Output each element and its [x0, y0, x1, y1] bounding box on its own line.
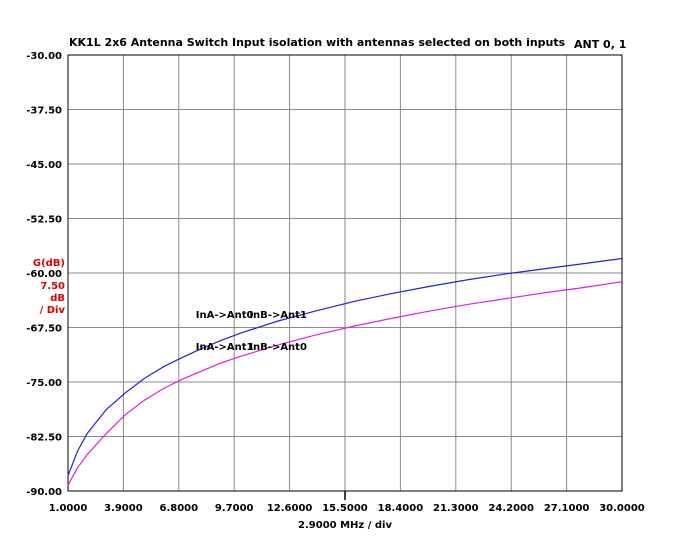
- chart-header-left: KK1L 2x6 Antenna Switch: [69, 36, 229, 49]
- y-scale-label: dB: [50, 293, 65, 304]
- x-tick-label: 21.3000: [433, 503, 479, 514]
- y-tick-label: -67.50: [26, 324, 62, 335]
- x-axis-title: 2.9000 MHz / div: [298, 520, 392, 531]
- series-label: InB->Ant1: [249, 310, 307, 321]
- x-tick-label: 24.2000: [488, 503, 534, 514]
- y-tick-label: -82.50: [26, 433, 62, 444]
- y-tick-label: -37.50: [26, 106, 62, 117]
- y-tick-label: -60.00: [26, 269, 62, 280]
- y-scale-label: / Div: [40, 305, 66, 316]
- y-tick-label: -52.50: [26, 215, 62, 226]
- series-label: InB->Ant0: [249, 342, 307, 353]
- y-tick-label: -75.00: [26, 378, 62, 389]
- x-tick-label: 1.0000: [49, 503, 88, 514]
- y-tick-label: -90.00: [26, 487, 62, 498]
- y-axis-title: G(dB): [33, 258, 65, 269]
- series-line-1: [67, 257, 623, 476]
- series-line-2: [67, 281, 623, 486]
- x-tick-label: 3.9000: [104, 503, 143, 514]
- chart-header-center: Input isolation with antennas selected o…: [232, 36, 566, 49]
- x-tick-label: 18.4000: [378, 503, 424, 514]
- x-tick-label: 27.1000: [544, 503, 590, 514]
- series-label: InA->Ant1: [196, 342, 254, 353]
- y-tick-label: -30.00: [26, 51, 62, 62]
- x-tick-label: 15.5000: [322, 503, 368, 514]
- y-scale-label: 7.50: [40, 281, 65, 292]
- x-tick-label: 9.7000: [215, 503, 254, 514]
- y-tick-label: -45.00: [26, 160, 62, 171]
- x-tick-label: 30.0000: [599, 503, 645, 514]
- chart-header-right: ANT 0, 1: [574, 38, 627, 51]
- x-tick-label: 6.8000: [160, 503, 199, 514]
- x-tick-label: 12.6000: [267, 503, 313, 514]
- series-label: InA->Ant0: [196, 310, 254, 321]
